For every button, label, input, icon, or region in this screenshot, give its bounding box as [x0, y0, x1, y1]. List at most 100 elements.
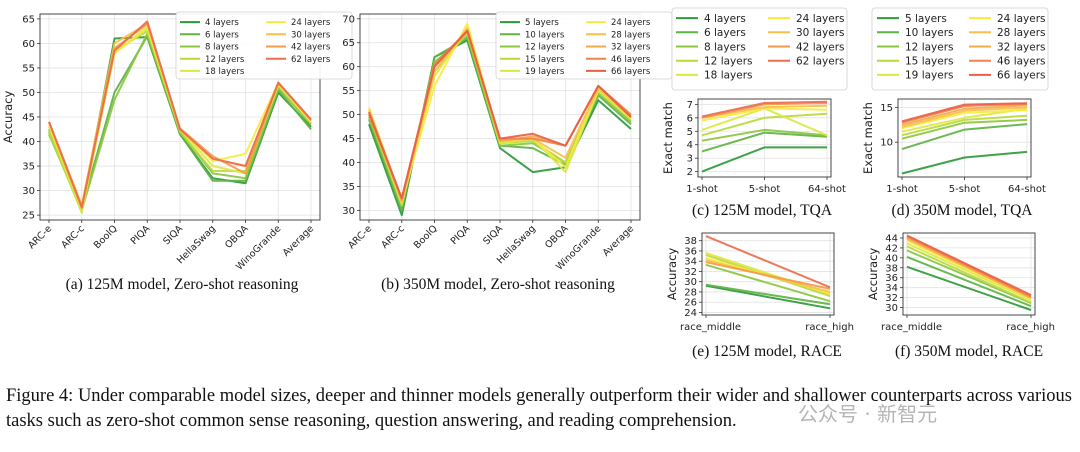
y-tick-label: 30: [22, 186, 35, 197]
y-tick-label: 2: [687, 167, 693, 178]
legend-entry: 10 layers: [905, 27, 954, 39]
y-tick-label: 4: [687, 140, 693, 151]
y-tick-label: 60: [22, 39, 35, 50]
series-line: [901, 104, 1028, 126]
series-line: [701, 128, 828, 142]
series-line: [906, 242, 1032, 302]
y-tick-label: 36: [684, 246, 697, 257]
x-tick-label: ARC-c: [59, 223, 87, 251]
x-tick-label: ARC-c: [379, 223, 407, 251]
y-tick-label: 15: [880, 103, 893, 114]
chart-c: 2 3 4 5 6 7 1-shot 5-shot 64-shot Exact match 4 la…: [661, 7, 848, 219]
legend: 4 layers 6 layers 8 layers 12 layers 18 laye…: [671, 7, 848, 91]
y-tick-label: 38: [885, 263, 898, 274]
legend-entry: 12 layers: [905, 41, 954, 53]
legend-entry: 12 layers: [525, 43, 565, 53]
y-tick-label: 44: [885, 233, 898, 244]
x-tick-label: ARC-e: [26, 223, 54, 251]
y-tick-label: 32: [885, 293, 898, 304]
legend-entry: 30 layers: [796, 27, 845, 39]
y-tick-label: 30: [684, 277, 697, 288]
x-tick-label: race_high: [1006, 322, 1055, 333]
legend-entry: 30 layers: [291, 30, 331, 40]
series-line: [901, 150, 1028, 175]
y-tick-label: 34: [885, 283, 898, 294]
legend-frame: [871, 7, 1049, 91]
series-line: [901, 123, 1028, 151]
legend-entry: 12 layers: [704, 55, 753, 67]
legend-entry: 8 layers: [704, 41, 746, 53]
y-tick-label: 38: [684, 236, 697, 247]
x-tick-label: 5-shot: [749, 184, 781, 195]
series-line: [901, 106, 1028, 128]
y-tick-label: 70: [342, 14, 355, 25]
legend: 5 layers 10 layers 12 layers 15 layers 19 la…: [871, 7, 1049, 91]
x-tick-label: race_middle: [881, 322, 942, 333]
plot-frame: [902, 232, 1036, 316]
legend-entry: 46 layers: [997, 55, 1046, 67]
chart-b: 30 35 40 45 50 55 60 65 70 ARC-e ARC-c BoolQ PIQA SIQ…: [342, 11, 673, 293]
x-tick-label: 64-shot: [1008, 184, 1046, 195]
x-tick-label: OBQA: [543, 223, 571, 251]
x-tick-label: OBQA: [223, 223, 251, 251]
y-tick-label: 30: [885, 303, 898, 314]
legend-entry: 19 layers: [905, 70, 954, 82]
y-tick-label: 40: [342, 158, 355, 169]
x-tick-label: race_high: [805, 322, 854, 333]
y-tick-label: 55: [342, 86, 355, 97]
series-line: [701, 107, 828, 122]
legend-entry: 24 layers: [291, 18, 331, 28]
y-tick-label: 25: [22, 211, 35, 222]
series-line: [701, 102, 828, 119]
legend-entry: 62 layers: [796, 55, 845, 67]
y-tick-label: 40: [885, 253, 898, 264]
legend-entry: 62 layers: [291, 55, 331, 65]
legend-entry: 18 layers: [205, 67, 245, 77]
legend-frame: [175, 11, 353, 80]
plot-frame: [701, 232, 835, 316]
subfigure-caption: (e) 125M model, RACE: [692, 343, 842, 360]
series-line: [705, 235, 831, 289]
x-tick-label: SIQA: [161, 223, 185, 247]
x-tick-label: 1-shot: [686, 184, 718, 195]
legend-entry: 42 layers: [291, 43, 331, 53]
y-axis-label: Exact match: [661, 102, 675, 174]
legend-entry: 5 layers: [525, 18, 559, 28]
watermark-text: 公众号 · 新智元: [798, 402, 938, 426]
legend-entry: 6 layers: [205, 30, 239, 40]
x-tick-label: PIQA: [449, 223, 473, 247]
subfigure-caption: (b) 350M model, Zero-shot reasoning: [381, 276, 615, 293]
chart-a: 25 30 35 40 45 50 55 60 65 ARC-e ARC-c BoolQ PIQA SIQ…: [1, 11, 353, 293]
y-axis-label: Accuracy: [866, 248, 880, 301]
x-tick-label: PIQA: [129, 223, 153, 247]
figure-caption: Figure 4: Under comparable model sizes, …: [6, 386, 1072, 431]
y-tick-label: 65: [22, 14, 35, 25]
legend: 5 layers 10 layers 12 layers 15 layers 19 la…: [495, 11, 673, 80]
y-tick-label: 60: [342, 62, 355, 73]
y-tick-label: 34: [684, 257, 697, 268]
series-line: [701, 131, 828, 153]
subfigure-caption: (f) 350M model, RACE: [895, 343, 1043, 360]
x-tick-label: 64-shot: [808, 184, 846, 195]
y-tick-label: 7: [687, 100, 693, 111]
legend-entry: 24 layers: [997, 13, 1046, 25]
y-tick-label: 6: [687, 113, 693, 124]
legend-entry: 28 layers: [997, 27, 1046, 39]
x-tick-label: Average: [601, 223, 636, 258]
y-axis-label: Exact match: [861, 102, 875, 174]
y-tick-label: 24: [684, 308, 697, 319]
y-tick-label: 10: [880, 138, 893, 149]
subfigure-caption: (a) 125M model, Zero-shot reasoning: [66, 276, 299, 293]
x-tick-label: SIQA: [481, 223, 505, 247]
legend-entry: 6 layers: [704, 27, 746, 39]
y-tick-label: 45: [342, 134, 355, 145]
y-tick-label: 3: [687, 154, 693, 165]
series-line: [906, 234, 1032, 297]
legend-entry: 46 layers: [611, 55, 651, 65]
series-line: [901, 114, 1028, 137]
series-line: [906, 265, 1032, 311]
legend-frame: [671, 7, 848, 91]
y-tick-label: 36: [885, 273, 898, 284]
series-line: [705, 283, 831, 306]
x-tick-label: ARC-e: [346, 223, 374, 251]
